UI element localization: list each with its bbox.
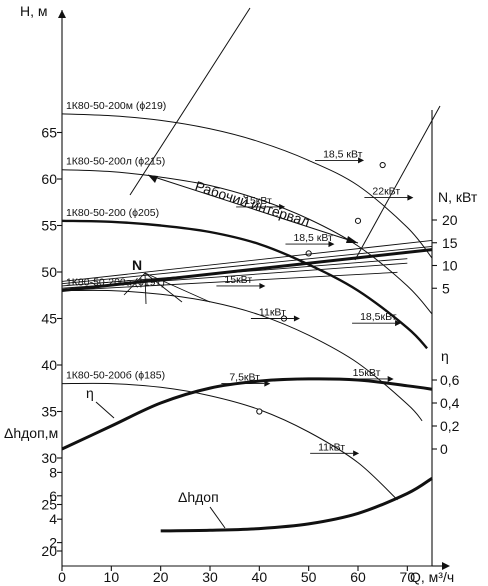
power-leader-arrow	[353, 450, 360, 457]
eta-tick-label: 0,6	[440, 372, 460, 388]
npsh-tick-label: 6	[49, 488, 57, 504]
power-leader-arrow	[279, 203, 286, 210]
h-axis-label: H, м	[20, 3, 48, 19]
power-leader-arrow	[395, 320, 402, 327]
npsh-curve-label: Δhдоп	[178, 489, 219, 505]
eta-tick-label: 0	[440, 441, 448, 457]
interval-right-line	[354, 105, 441, 261]
eta-tick-label: 0,4	[440, 395, 460, 411]
power-label: 15кВт	[244, 195, 272, 207]
x-tick-label: 30	[202, 569, 218, 585]
h-tick-label: 20	[41, 543, 57, 559]
head-curve-label: 1К80-50-200л (ϕ215)	[66, 156, 165, 168]
npsh-curve-group	[160, 477, 433, 533]
head-curve-4	[61, 382, 398, 501]
power-curve-0	[61, 240, 433, 282]
power-curve-label: N	[132, 257, 142, 273]
npsh-tick-label: 4	[49, 511, 57, 527]
power-label-leader	[144, 272, 211, 303]
head-curve-label: 1К80-50-200а (ϕ197)	[66, 277, 165, 289]
x-tick-label: 40	[252, 569, 268, 585]
head-curve-label: 1К80-50-200м (ϕ219)	[66, 100, 166, 112]
power-label: 15кВт	[224, 274, 252, 286]
x-tick-label: 70	[400, 569, 416, 585]
efficiency-curve-label: η	[86, 385, 94, 401]
power-leader-arrow	[358, 157, 365, 164]
power-label-leader	[123, 272, 146, 296]
head-curve-3	[61, 289, 423, 422]
x-tick-label: 20	[153, 569, 169, 585]
power-label: 11кВт	[259, 307, 286, 319]
efficiency-curve	[61, 377, 433, 451]
x-axis-label: Q, м³/ч	[410, 569, 454, 585]
h-tick-label: 60	[41, 171, 57, 187]
h-tick-label: 35	[41, 404, 57, 420]
h-tick-label: 30	[41, 450, 57, 466]
interval-arrow-head-left	[148, 175, 158, 183]
power-curve-4	[61, 271, 398, 291]
head-curve-label: 1К80-50-200б (ϕ185)	[66, 370, 165, 382]
power-leader-arrow	[259, 282, 266, 289]
x-tick-label: 10	[104, 569, 120, 585]
head-curve-2	[61, 219, 428, 350]
power-label-leader	[144, 272, 183, 303]
power-curve-1	[61, 245, 433, 285]
n-axis-label: N, кВт	[438, 189, 478, 205]
n-tick-label: 20	[442, 212, 458, 228]
efficiency-curve-group	[61, 377, 433, 451]
h-tick-label: 55	[41, 218, 57, 234]
head-curve-label: 1К80-50-200 (ϕ205)	[66, 207, 159, 219]
head-curve-1	[61, 169, 433, 315]
power-curve-main	[61, 248, 433, 293]
interval-arrow-line	[147, 174, 359, 244]
power-leader-arrow	[264, 380, 271, 387]
power-leader-arrow	[293, 315, 300, 322]
interval-arrow-head-right	[346, 236, 358, 243]
duty-point-marker	[256, 408, 263, 415]
power-label: 18,5 кВт	[323, 148, 363, 160]
duty-point-marker	[305, 250, 312, 257]
chart-labels: 0 10 20 30 40 50 60 70Q, м³/ч202530354045505560…	[4, 3, 478, 585]
h-tick-label: 50	[41, 264, 57, 280]
h-tick-label: 65	[41, 125, 57, 141]
eta-axis-label: η	[441, 348, 449, 364]
duty-point-marker	[354, 217, 362, 224]
npsh-tick-label: 2	[49, 535, 57, 551]
head-curve-0	[61, 113, 433, 259]
duty-point-marker	[379, 161, 386, 169]
power-curves-group	[61, 240, 433, 305]
x-tick-label: 50	[301, 569, 317, 585]
bottom-axis-arrow	[442, 562, 450, 570]
power-label: 22кВт	[372, 186, 400, 198]
head-curves-group	[61, 7, 441, 501]
n-tick-label: 15	[442, 235, 458, 251]
power-label: 15кВт	[353, 367, 381, 379]
power-label: 18,5кВт	[360, 311, 397, 323]
power-label: 11кВт	[318, 441, 345, 453]
power-leader-arrow	[387, 375, 394, 382]
power-leader-arrow	[407, 194, 414, 201]
interval-left-line	[129, 7, 251, 196]
npsh-axis-label: Δhдоп,м	[4, 425, 58, 441]
h-tick-label: 40	[41, 357, 57, 373]
eta-tick-label: 0,2	[440, 418, 460, 434]
npsh-tick-label: 8	[49, 464, 57, 480]
left-axis-arrow	[58, 10, 66, 18]
h-tick-label: 25	[41, 497, 57, 513]
efficiency-label-leader	[95, 401, 115, 419]
x-tick-label: 0	[58, 569, 66, 585]
n-tick-label: 10	[442, 258, 458, 274]
npsh-label-leader	[209, 506, 226, 529]
power-label: 7,5кВт	[229, 372, 260, 384]
h-tick-label: 45	[41, 311, 57, 327]
power-label: 18,5 кВт	[293, 232, 333, 244]
n-tick-label: 5	[442, 280, 450, 296]
x-tick-label: 60	[350, 569, 366, 585]
power-label-leader	[144, 272, 147, 305]
power-leader-arrow	[328, 241, 335, 248]
npsh-curve	[160, 477, 433, 533]
